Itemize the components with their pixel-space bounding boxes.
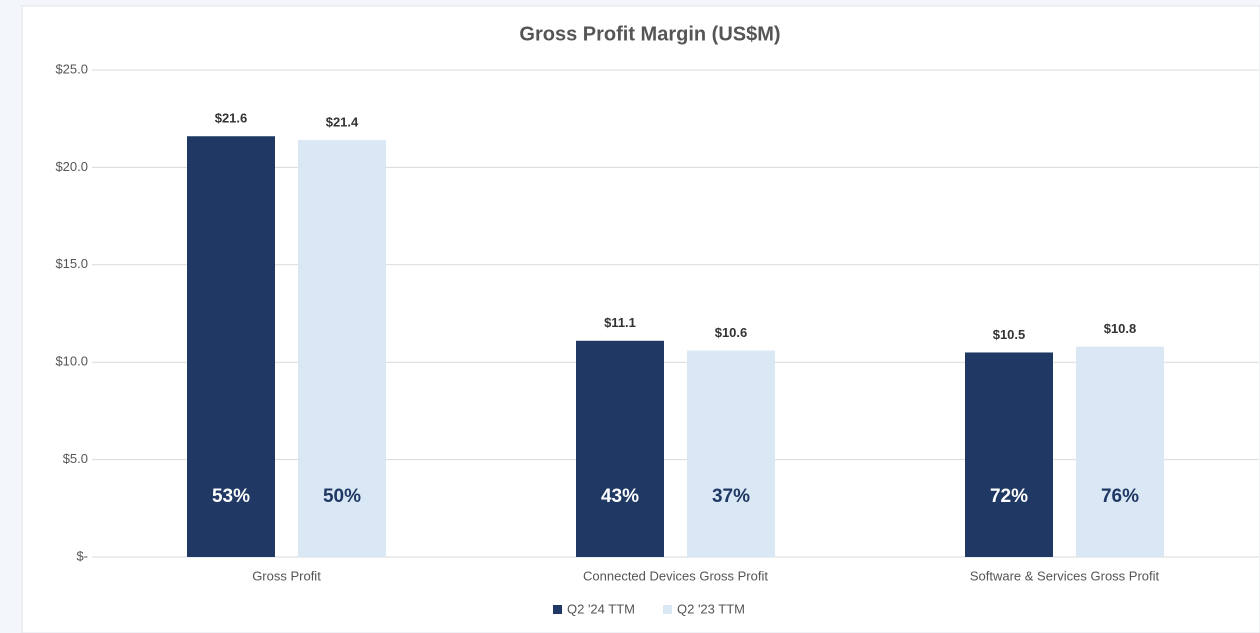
bar (1076, 346, 1164, 557)
y-tick-label: $20.0 (55, 159, 88, 174)
margin-label: 53% (212, 486, 250, 507)
margin-label: 43% (601, 486, 639, 507)
value-label: $21.4 (326, 115, 359, 130)
y-tick-label: $15.0 (55, 256, 88, 271)
bar (687, 350, 775, 557)
value-label: $10.6 (715, 325, 748, 340)
bar (298, 140, 386, 558)
legend-label: Q2 '23 TTM (677, 601, 745, 616)
x-tick-label: Connected Devices Gross Profit (583, 568, 768, 583)
y-tick-label: $- (76, 548, 88, 563)
bar (576, 340, 664, 557)
y-tick-label: $25.0 (55, 61, 88, 76)
y-tick-label: $5.0 (63, 451, 88, 466)
chart-title: Gross Profit Margin (US$M) (519, 23, 780, 45)
margin-label: 50% (323, 486, 361, 507)
margin-label: 37% (712, 486, 750, 507)
legend-swatch (663, 605, 672, 614)
value-label: $21.6 (215, 111, 248, 126)
x-tick-label: Software & Services Gross Profit (970, 568, 1160, 583)
value-label: $10.8 (1104, 321, 1137, 336)
x-tick-label: Gross Profit (252, 568, 321, 583)
legend-swatch (553, 605, 562, 614)
value-label: $10.5 (993, 327, 1026, 342)
margin-label: 72% (990, 486, 1028, 507)
bar (965, 352, 1053, 557)
value-label: $11.1 (604, 315, 636, 330)
legend-label: Q2 '24 TTM (567, 601, 635, 616)
bar (187, 136, 275, 557)
y-tick-label: $10.0 (55, 354, 88, 369)
margin-label: 76% (1101, 486, 1139, 507)
